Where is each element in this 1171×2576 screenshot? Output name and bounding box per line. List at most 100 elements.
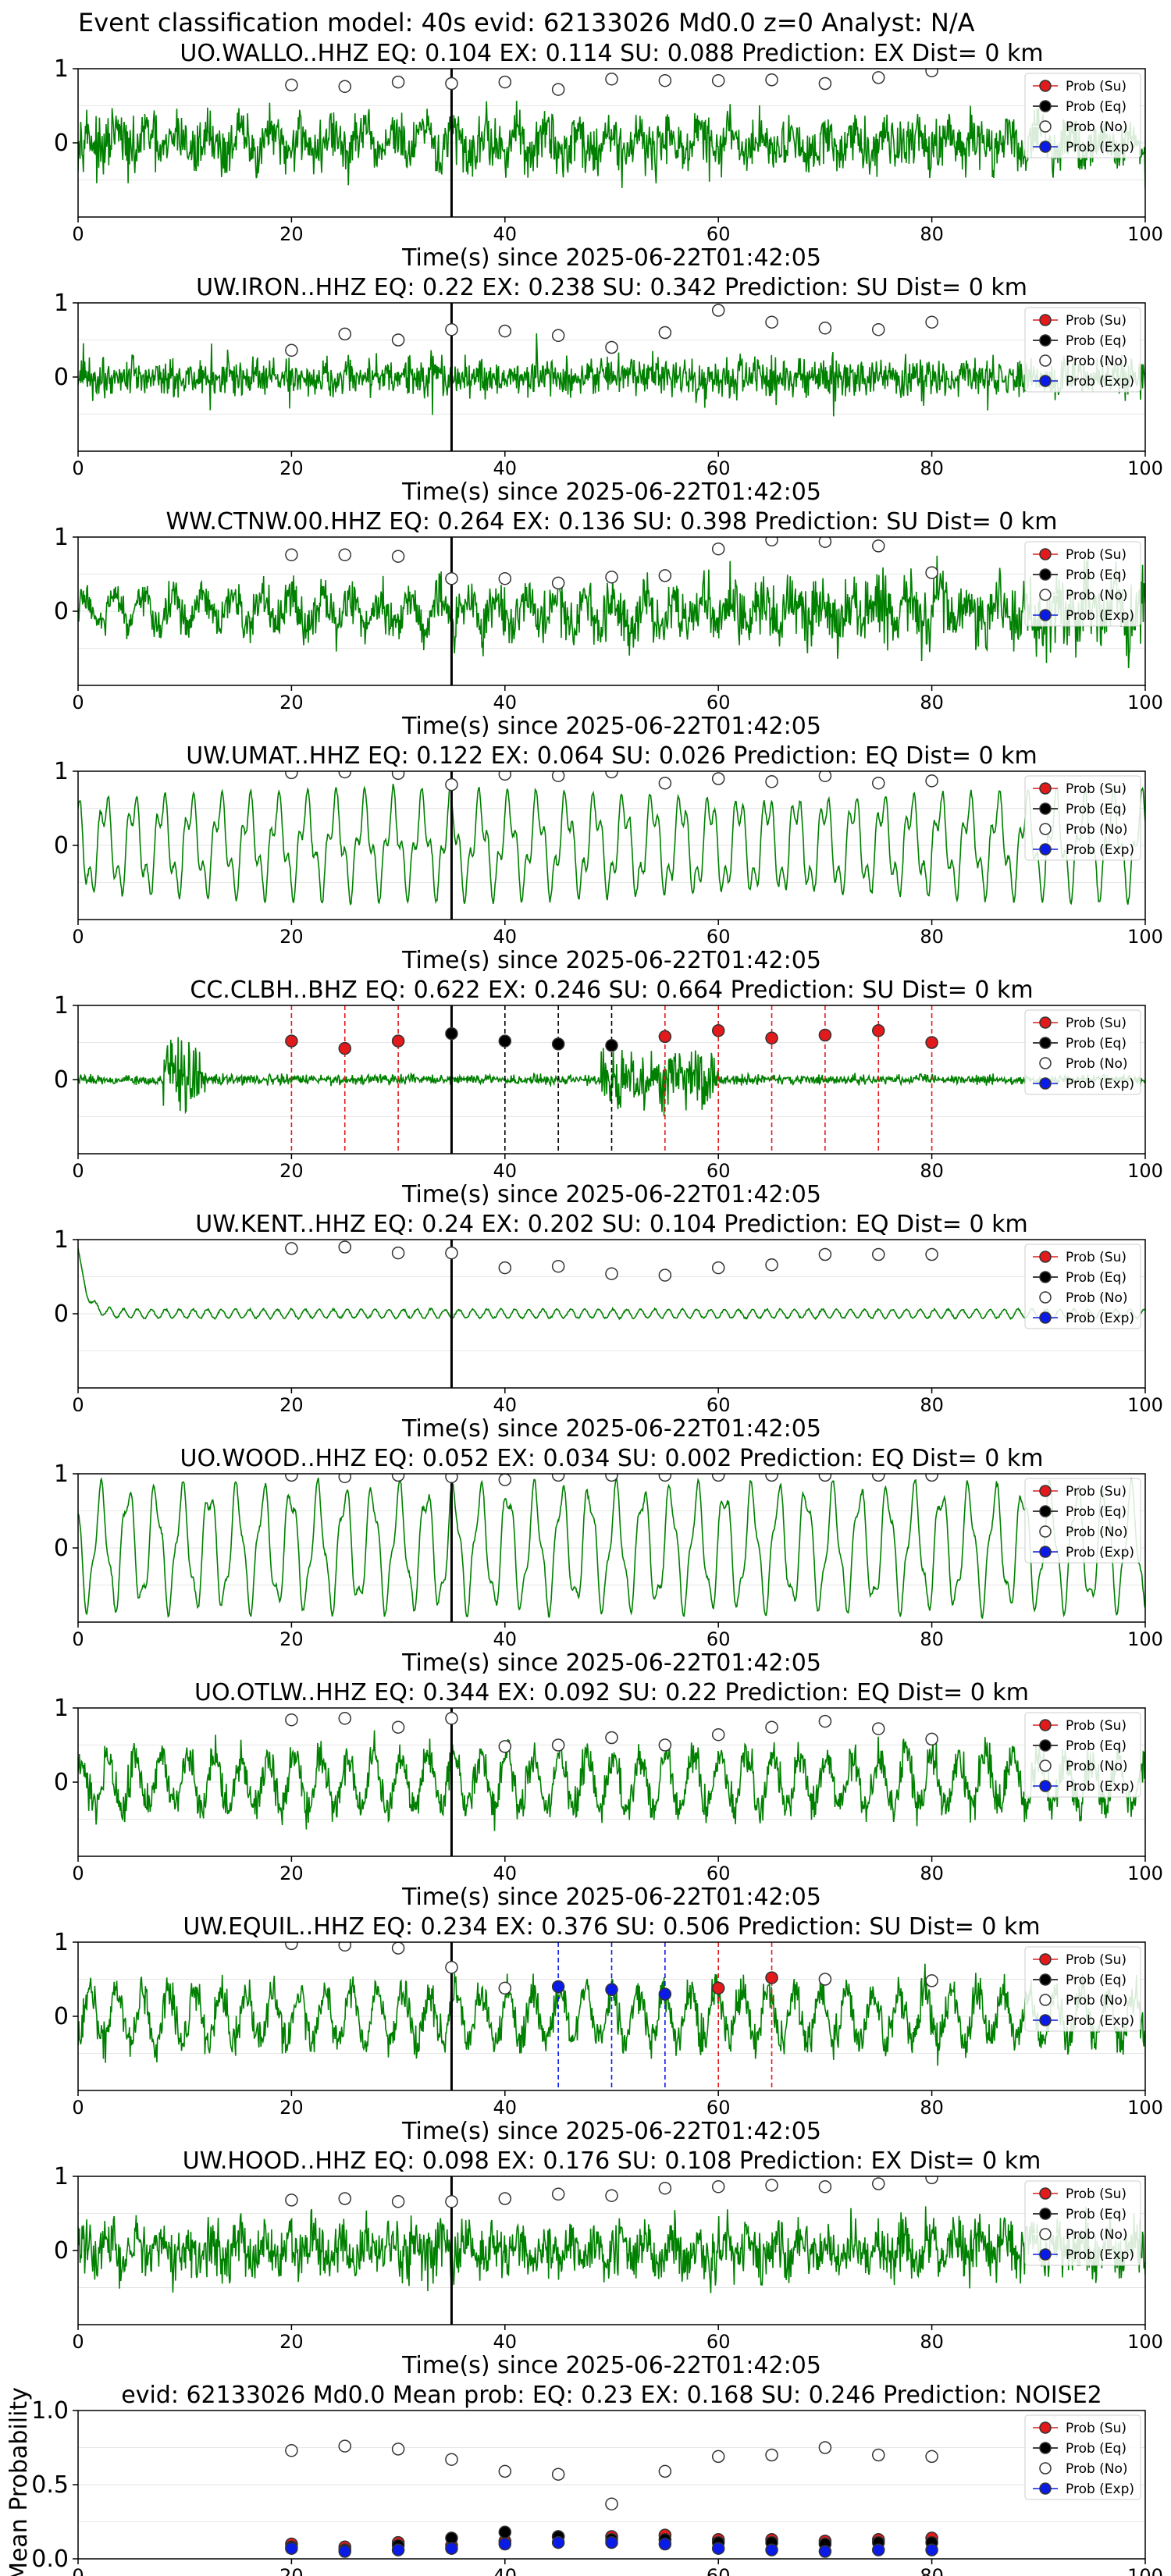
prob-marker-eq bbox=[498, 1034, 512, 1048]
prob-marker-no bbox=[445, 2195, 458, 2208]
x-tick-label: 20 bbox=[279, 1394, 304, 1416]
prob-marker-no bbox=[765, 73, 778, 87]
prob-marker-su bbox=[872, 1024, 885, 1037]
prob-marker-no bbox=[605, 771, 618, 779]
prob-marker-no bbox=[872, 322, 885, 336]
plot-content bbox=[78, 1240, 1145, 1388]
prob-marker-no bbox=[872, 776, 885, 790]
x-axis-label: Time(s) since 2025-06-22T01:42:05 bbox=[401, 2118, 821, 2145]
panel-3: WW.CTNW.00.HHZ EQ: 0.264 EX: 0.136 SU: 0… bbox=[54, 508, 1163, 740]
legend-label-su: Prob (Su) bbox=[1066, 1250, 1127, 1265]
prob-marker-su bbox=[711, 1024, 725, 1037]
prob-marker-no bbox=[285, 78, 298, 92]
plot-content bbox=[78, 537, 1145, 685]
y-tick-label: 0 bbox=[54, 1066, 69, 1094]
legend-label-su: Prob (Su) bbox=[1066, 2421, 1127, 2436]
prob-marker-no bbox=[925, 1474, 938, 1482]
prob-marker-exp bbox=[551, 1980, 565, 1994]
legend-label-exp: Prob (Exp) bbox=[1066, 608, 1134, 624]
legend-label-eq: Prob (Eq) bbox=[1066, 99, 1127, 115]
y-tick-label: 1 bbox=[54, 290, 69, 317]
legend-label-no: Prob (No) bbox=[1066, 119, 1128, 135]
x-tick-label: 20 bbox=[279, 692, 304, 713]
prob-marker-no bbox=[551, 2187, 565, 2201]
legend-marker-exp bbox=[1039, 609, 1052, 621]
prob-marker-no bbox=[391, 550, 405, 563]
legend-label-eq: Prob (Eq) bbox=[1066, 1973, 1127, 1988]
prob-marker-no bbox=[551, 576, 565, 590]
legend-marker-no bbox=[1039, 120, 1052, 133]
y-tick-label: 1 bbox=[54, 55, 69, 83]
prob-marker-no bbox=[925, 774, 938, 788]
x-tick-label: 20 bbox=[279, 2565, 304, 2576]
prob-marker-no bbox=[818, 76, 832, 91]
x-axis-label: Time(s) since 2025-06-22T01:42:05 bbox=[401, 1884, 821, 1911]
plot-content bbox=[285, 2439, 938, 2558]
legend-marker-exp bbox=[1039, 141, 1052, 153]
legend: Prob (Su) Prob (Eq) Prob (No) Prob (Exp) bbox=[1024, 541, 1141, 627]
legend-box bbox=[1024, 1244, 1141, 1329]
legend-label-exp: Prob (Exp) bbox=[1066, 2482, 1134, 2497]
prob-marker-no bbox=[765, 537, 778, 547]
x-tick-label: 80 bbox=[920, 1160, 944, 1182]
mean-marker-exp bbox=[925, 2543, 938, 2556]
x-tick-label: 80 bbox=[920, 223, 944, 245]
legend-label-no: Prob (No) bbox=[1066, 354, 1128, 369]
x-axis-label: Time(s) since 2025-06-22T01:42:05 bbox=[401, 244, 821, 272]
y-tick-label: 1.0 bbox=[31, 2397, 69, 2425]
prob-marker-su bbox=[765, 1031, 778, 1045]
panel-title: UO.WOOD..HHZ EQ: 0.052 EX: 0.034 SU: 0.0… bbox=[180, 1445, 1044, 1472]
mean-marker-exp bbox=[605, 2535, 618, 2549]
legend-marker-eq bbox=[1039, 802, 1052, 815]
prob-marker-no bbox=[711, 2180, 725, 2194]
legend-label-no: Prob (No) bbox=[1066, 1525, 1128, 1540]
mean-marker-exp bbox=[498, 2537, 512, 2551]
prob-marker-no bbox=[818, 1247, 832, 1261]
x-tick-label: 100 bbox=[1127, 1160, 1163, 1182]
legend-box bbox=[1024, 1009, 1141, 1095]
legend-marker-no bbox=[1039, 589, 1052, 601]
prob-marker-no bbox=[605, 340, 618, 354]
prob-marker-no bbox=[658, 326, 672, 340]
mean-marker-exp bbox=[765, 2543, 778, 2556]
x-tick-label: 0 bbox=[72, 1628, 84, 1650]
y-tick-label: 0 bbox=[54, 832, 69, 859]
panel-1: UO.WALLO..HHZ EQ: 0.104 EX: 0.114 SU: 0.… bbox=[54, 40, 1163, 272]
x-axis-label: Time(s) since 2025-06-22T01:42:05 bbox=[401, 1649, 821, 1677]
x-tick-label: 80 bbox=[920, 1628, 944, 1650]
x-tick-label: 0 bbox=[72, 223, 84, 245]
legend-box bbox=[1024, 73, 1141, 158]
x-tick-label: 80 bbox=[920, 1863, 944, 1884]
panel-title: UW.IRON..HHZ EQ: 0.22 EX: 0.238 SU: 0.34… bbox=[196, 274, 1027, 301]
x-tick-label: 40 bbox=[493, 2331, 518, 2353]
panel-11: evid: 62133026 Md0.0 Mean prob: EQ: 0.23… bbox=[5, 2382, 1163, 2576]
prob-marker-no bbox=[765, 775, 778, 788]
prob-marker-no bbox=[765, 2179, 778, 2192]
prob-marker-no bbox=[285, 771, 298, 780]
legend-label-no: Prob (No) bbox=[1066, 1993, 1128, 2008]
prob-marker-no bbox=[445, 322, 458, 336]
panel-2: UW.IRON..HHZ EQ: 0.22 EX: 0.238 SU: 0.34… bbox=[54, 274, 1163, 506]
x-tick-label: 60 bbox=[707, 926, 731, 948]
legend-label-su: Prob (Su) bbox=[1066, 1484, 1127, 1500]
prob-marker-no bbox=[925, 315, 938, 329]
x-tick-label: 80 bbox=[920, 2565, 944, 2576]
mean-marker-no bbox=[872, 2448, 885, 2462]
prob-marker-no bbox=[338, 771, 351, 779]
x-tick-label: 0 bbox=[72, 457, 84, 479]
prob-marker-no bbox=[711, 772, 725, 785]
legend: Prob (Su) Prob (Eq) Prob (No) Prob (Exp) bbox=[1024, 2414, 1141, 2500]
legend-marker-eq bbox=[1039, 1271, 1052, 1283]
x-tick-label: 100 bbox=[1127, 1628, 1163, 1650]
x-tick-label: 40 bbox=[493, 1394, 518, 1416]
prob-marker-no bbox=[818, 1714, 832, 1728]
x-tick-label: 80 bbox=[920, 926, 944, 948]
x-tick-label: 80 bbox=[920, 692, 944, 713]
y-tick-label: 1 bbox=[54, 2163, 69, 2190]
plot-content bbox=[78, 69, 1145, 217]
panel-title: evid: 62133026 Md0.0 Mean prob: EQ: 0.23… bbox=[121, 2382, 1102, 2409]
legend-marker-su bbox=[1039, 2421, 1052, 2434]
panel-8: UO.OTLW..HHZ EQ: 0.344 EX: 0.092 SU: 0.2… bbox=[54, 1679, 1163, 1911]
legend-marker-no bbox=[1039, 1759, 1052, 1772]
